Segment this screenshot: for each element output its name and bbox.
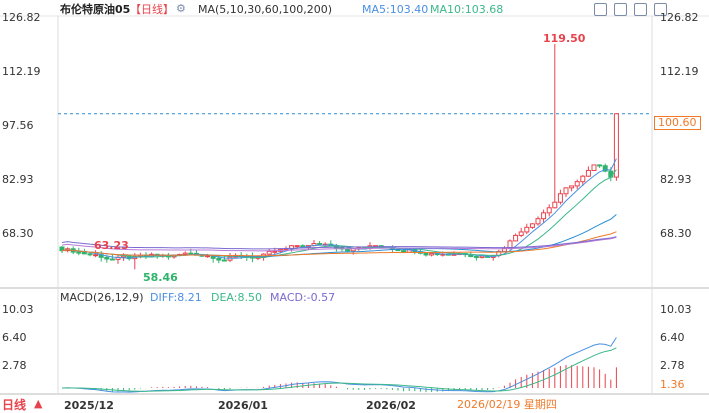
price-tick-right: 112.19: [660, 65, 699, 78]
candle-body: [591, 164, 597, 171]
candle-body: [221, 259, 227, 262]
macd-params[interactable]: MACD(26,12,9): [60, 291, 144, 304]
ma5-value: MA5:103.40: [362, 3, 429, 16]
price-tick-left: 82.93: [2, 173, 34, 186]
candle-body: [518, 231, 524, 236]
candle-body: [557, 193, 563, 203]
macd-tick-left: 10.03: [2, 303, 34, 316]
macd-value: MACD:-0.57: [270, 291, 336, 304]
price-tick-right: 126.82: [660, 11, 699, 24]
candle-body: [602, 165, 608, 172]
candle-body: [546, 207, 552, 214]
ma60-line: [61, 231, 617, 257]
candle-body: [563, 187, 569, 195]
candle-body: [317, 243, 323, 246]
macd-tick-right: 10.03: [660, 303, 692, 316]
macd-tick-right: 6.40: [660, 331, 685, 344]
candle-body: [87, 253, 93, 256]
expand-icon[interactable]: [654, 3, 667, 16]
macd-tick-right: 2.78: [660, 359, 685, 372]
candle-body: [569, 185, 575, 189]
candle-body: [541, 212, 547, 220]
date-tick: 2026/02: [366, 399, 416, 412]
candle-body: [524, 226, 530, 233]
mid-annotation: 63.23: [94, 239, 129, 252]
date-tick: 2026/01: [218, 399, 268, 412]
candle-body: [597, 164, 603, 167]
candle-body: [205, 255, 211, 258]
ma10-value: MA10:103.68: [430, 3, 504, 16]
cursor-date: 2026/02/19 星期四: [457, 398, 557, 411]
candle-body: [513, 234, 519, 242]
candle-body: [294, 245, 300, 248]
ma-params[interactable]: MA(5,10,30,60,100,200): [198, 3, 333, 16]
candle-body: [585, 169, 591, 177]
candle-body: [580, 175, 586, 183]
candle-body: [109, 258, 115, 261]
ma200-line: [61, 236, 617, 250]
period-label[interactable]: 【日线】: [130, 3, 174, 16]
plus-icon[interactable]: [634, 3, 647, 16]
candle-body: [535, 218, 541, 225]
macd-dea: DEA:8.50: [211, 291, 262, 304]
candle-body: [613, 113, 619, 178]
symbol-name: 布伦特原油05: [60, 3, 131, 16]
macd-tick-left: 6.40: [2, 331, 27, 344]
candle-body: [272, 250, 278, 253]
candle-body: [81, 251, 87, 255]
candle-body: [401, 250, 407, 253]
price-tick-right: 82.93: [660, 173, 692, 186]
macd-dea-line: [61, 347, 617, 392]
macd-diff: DIFF:8.21: [150, 291, 202, 304]
ma100-line: [61, 236, 617, 252]
price-tick-right: 68.30: [660, 227, 692, 240]
candle-body: [552, 201, 558, 209]
candle-body: [93, 254, 99, 257]
macd-last-value: 1.36: [660, 378, 685, 391]
price-tick-left: 112.19: [2, 65, 41, 78]
date-tick: 2025/12: [64, 399, 114, 412]
settings-chevron-icon[interactable]: ⚙: [176, 2, 186, 15]
candle-body: [473, 256, 479, 259]
last-price-badge: 100.60: [654, 116, 701, 130]
candle-body: [104, 256, 110, 260]
candle-body: [529, 223, 535, 228]
candle-body: [479, 255, 485, 259]
grid-icon[interactable]: [594, 3, 607, 16]
candle-body: [216, 257, 222, 261]
ma10-line: [61, 169, 617, 259]
footer-period-label[interactable]: 日线: [2, 398, 27, 412]
macd-tick-left: 2.78: [2, 359, 27, 372]
period-dropdown-icon[interactable]: ▲: [34, 397, 43, 410]
price-tick-left: 97.56: [2, 119, 34, 132]
candle-body: [429, 253, 435, 256]
price-tick-left: 68.30: [2, 227, 34, 240]
minus-icon[interactable]: [614, 3, 627, 16]
candle-body: [76, 251, 82, 254]
high-annotation: 119.50: [543, 32, 586, 45]
low-annotation: 58.46: [143, 271, 178, 284]
candle-body: [182, 252, 188, 255]
ma5-line: [61, 158, 617, 259]
candle-body: [574, 181, 580, 187]
candle-body: [266, 250, 272, 255]
price-tick-left: 126.82: [2, 11, 41, 24]
candle-body: [423, 252, 429, 256]
